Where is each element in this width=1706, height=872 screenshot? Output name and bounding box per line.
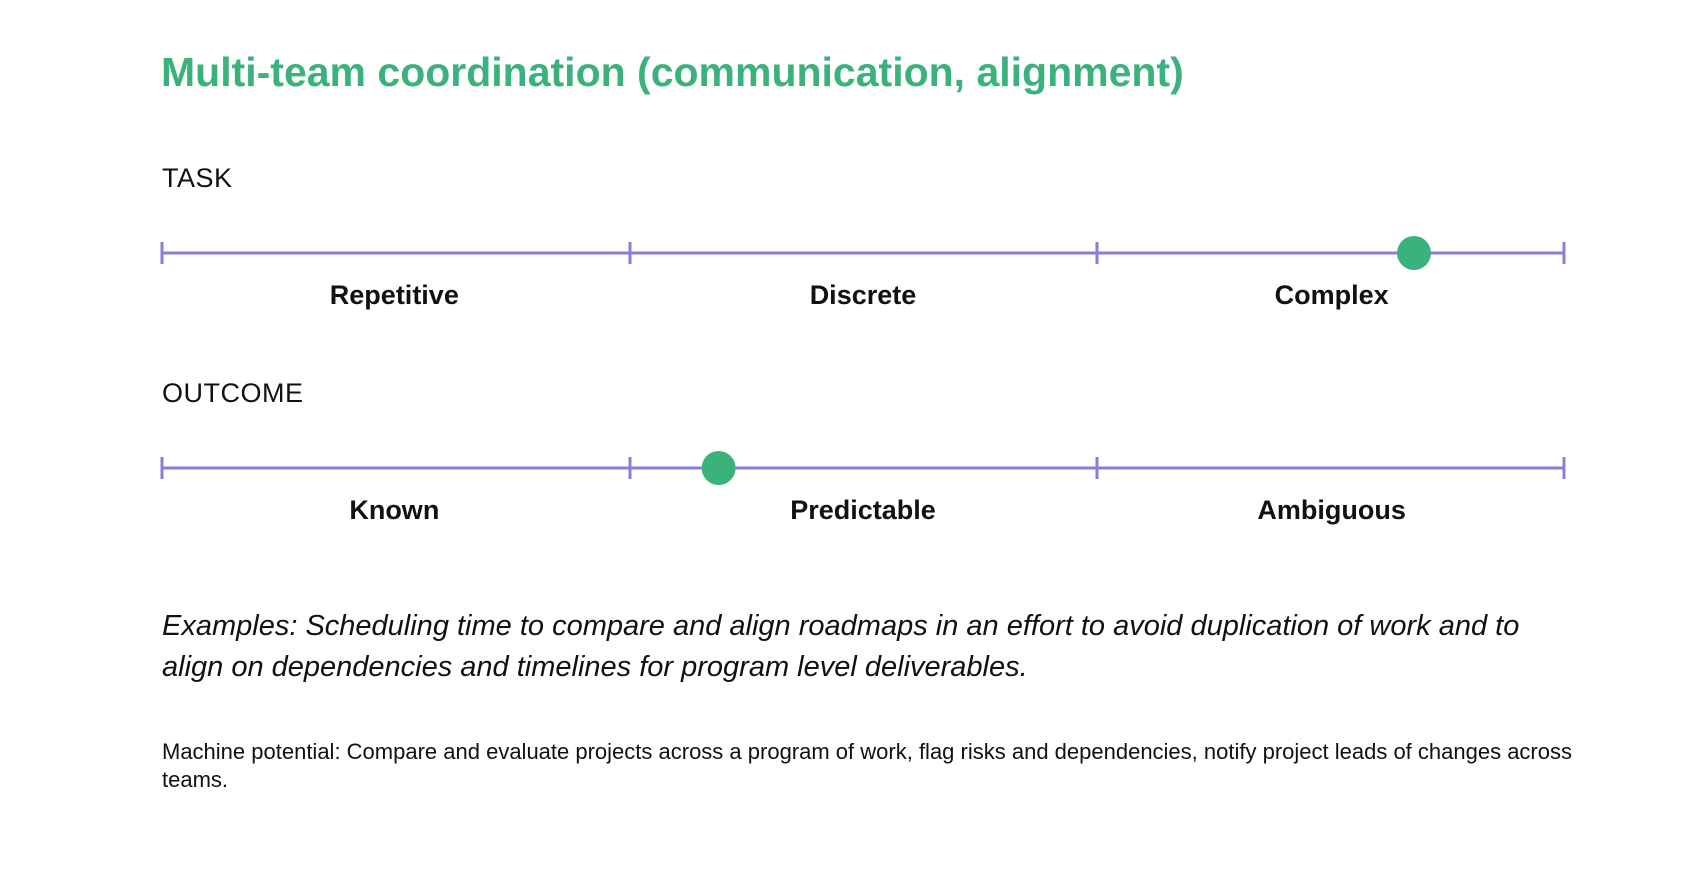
task-scale-label: TASK: [162, 163, 233, 193]
outcome-scale-label: OUTCOME: [162, 378, 304, 408]
outcome-scale-svg: [160, 451, 1566, 485]
task-scale-labels: Repetitive Discrete Complex: [160, 279, 1566, 319]
page-title: Multi-team coordination (communication, …: [161, 49, 1184, 95]
examples-text: Examples: Scheduling time to compare and…: [162, 610, 1520, 683]
outcome-point-label: Ambiguous: [1257, 495, 1406, 525]
task-point-label: Repetitive: [329, 280, 459, 310]
outcome-scale-marker: [701, 451, 736, 485]
task-point-label: Discrete: [809, 280, 917, 310]
task-scale-marker: [1397, 236, 1431, 270]
outcome-scale: [160, 450, 1566, 490]
outcome-point-label: Known: [349, 495, 440, 525]
task-scale: [160, 235, 1566, 275]
outcome-point-label: Predictable: [790, 495, 936, 525]
task-point-label: Complex: [1274, 280, 1389, 310]
outcome-scale-labels: Known Predictable Ambiguous: [160, 494, 1566, 534]
task-scale-svg: [160, 236, 1566, 270]
machine-potential-text: Machine potential: Compare and evaluate …: [162, 739, 1572, 792]
